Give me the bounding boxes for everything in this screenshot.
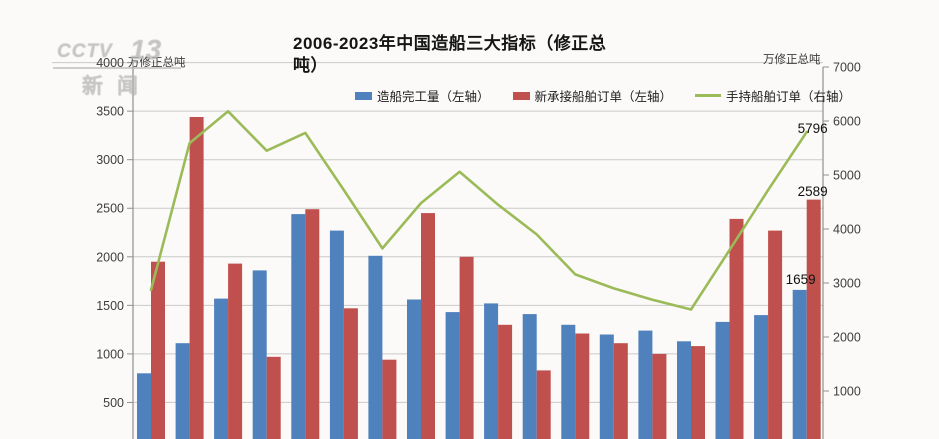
right-axis-unit-label: 万修正总吨	[763, 54, 821, 66]
right-axis-tick-label: 1000	[833, 385, 861, 399]
bar-completions-2010	[291, 214, 306, 439]
left-axis-tick-label: 3000	[96, 153, 124, 167]
chart-legend: 造船完工量（左轴） 新承接船舶订单（左轴） 手持船舶订单（右轴）	[355, 86, 851, 105]
bar-completions-2018	[599, 334, 614, 439]
bar-completions-2017	[561, 324, 576, 439]
right-axis-tick-label: 3000	[833, 277, 861, 291]
legend-item-new-orders: 新承接船舶订单（左轴）	[512, 86, 673, 105]
bar-new-orders-2008	[228, 263, 243, 439]
left-axis-tick-label: 3500	[96, 105, 124, 119]
left-axis-tick-label: 4000	[96, 56, 124, 70]
bar-new-orders-2011	[343, 308, 358, 439]
bar-completions-2012	[368, 255, 383, 439]
left-axis-tick-label: 1500	[96, 299, 124, 313]
right-axis-tick-label: 2000	[833, 331, 861, 345]
bar-completions-2021	[715, 321, 730, 439]
bar-completions-2011	[329, 230, 344, 439]
bar-new-orders-2014	[459, 256, 474, 439]
data-label-1659: 1659	[786, 272, 816, 287]
right-axis-tick-label: 4000	[833, 223, 861, 237]
right-axis-tick-label: 6000	[833, 115, 861, 129]
bar-completions-2019	[638, 330, 653, 439]
chart-title-line1: 2006-2023年中国造船三大指标（修正总	[293, 34, 607, 53]
bar-completions-2023	[792, 289, 807, 439]
bar-new-orders-2015	[498, 324, 513, 439]
left-axis-tick-label: 2500	[96, 202, 124, 216]
bar-new-orders-2017	[575, 333, 590, 439]
bar-completions-2022	[754, 315, 769, 439]
legend-label-new-orders: 新承接船舶订单（左轴）	[534, 90, 673, 104]
bar-new-orders-2010	[305, 209, 320, 439]
bar-new-orders-2013	[421, 213, 435, 439]
right-axis-tick-label: 5000	[833, 169, 861, 183]
data-label-2589: 2589	[798, 184, 828, 199]
bar-new-orders-2021	[729, 218, 744, 439]
bar-completions-2006	[137, 373, 151, 439]
bar-completions-2013	[407, 299, 421, 439]
bar-completions-2020	[677, 341, 691, 439]
order-backlog-line-swatch-icon	[695, 94, 722, 97]
bar-new-orders-2012	[382, 359, 397, 439]
bar-new-orders-2020	[691, 346, 705, 439]
bar-completions-2008	[214, 298, 229, 439]
legend-item-completions: 造船完工量（左轴）	[355, 86, 490, 105]
order-backlog-line	[149, 110, 809, 311]
data-label-5796: 5796	[798, 121, 828, 136]
legend-label-completions: 造船完工量（左轴）	[377, 90, 490, 104]
bar-new-orders-2016	[536, 370, 551, 439]
bar-new-orders-2006	[151, 261, 165, 439]
bar-new-orders-2018	[613, 343, 628, 439]
bar-completions-2016	[522, 314, 537, 439]
chart-title-line2: 吨）	[293, 56, 328, 75]
left-axis-unit-label: 万修正总吨	[128, 57, 186, 69]
bar-completions-2007	[175, 343, 190, 439]
left-axis-tick-label: 500	[103, 396, 124, 410]
legend-item-order-backlog: 手持船舶订单（右轴）	[695, 86, 851, 105]
bar-new-orders-2009	[266, 356, 281, 439]
bar-completions-2015	[484, 303, 499, 439]
legend-label-order-backlog: 手持船舶订单（右轴）	[726, 90, 852, 104]
bar-new-orders-2019	[652, 353, 667, 439]
bar-completions-2014	[445, 312, 460, 439]
bar-new-orders-2023	[806, 199, 821, 439]
new-orders-bar-swatch-icon	[512, 91, 530, 100]
bar-new-orders-2007	[189, 117, 204, 439]
right-axis-tick-label: 7000	[833, 61, 861, 75]
bar-new-orders-2022	[768, 230, 783, 439]
left-axis-tick-label: 2000	[96, 250, 124, 264]
bar-completions-2009	[252, 270, 267, 439]
completions-bar-swatch-icon	[355, 91, 372, 100]
left-axis-tick-label: 1000	[96, 347, 124, 361]
